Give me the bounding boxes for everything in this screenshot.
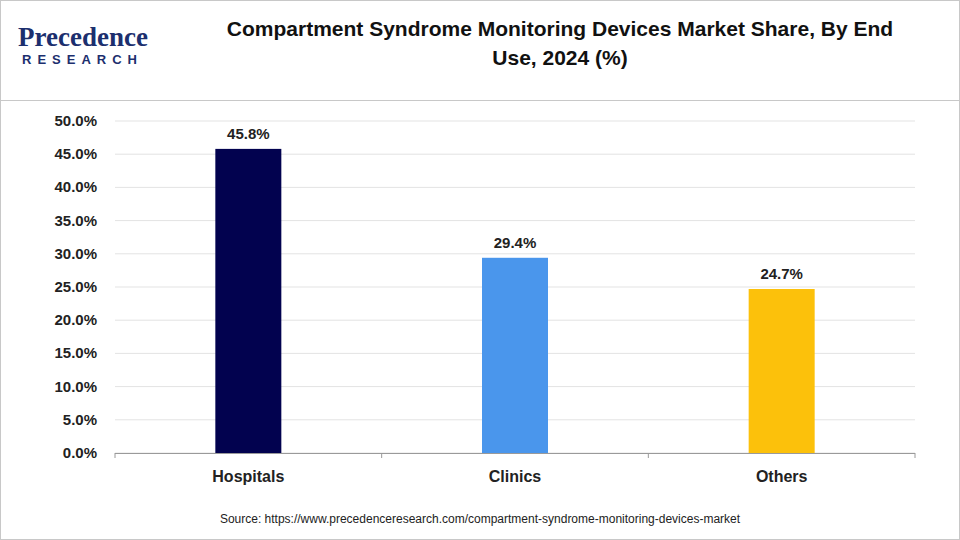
y-tick-label: 0.0%: [63, 444, 97, 461]
title: Compartment Syndrome Monitoring Devices …: [227, 17, 893, 69]
x-axis-tick: [381, 453, 382, 458]
y-tick-label: 30.0%: [54, 245, 97, 262]
logo-text: Precedence: [18, 22, 148, 52]
x-axis-tick: [915, 453, 916, 458]
labels: 45.8% Hospitals 29.4% Clinics 24.7% Others: [212, 125, 807, 485]
y-tick-label: 15.0%: [54, 344, 97, 361]
data-label: 45.8%: [227, 125, 270, 142]
data-label: 24.7%: [760, 265, 803, 282]
logo-subtext: RESEARCH: [22, 52, 143, 67]
bar: [749, 289, 815, 453]
y-tick-label: 25.0%: [54, 278, 97, 295]
x-tick-label: Clinics: [489, 468, 542, 485]
x-tick-label: Hospitals: [212, 468, 284, 485]
grid-line: [115, 121, 915, 122]
frame: [1, 1, 960, 540]
source: Source: https://www.precedenceresearch.c…: [220, 512, 741, 526]
y-tick-label: 20.0%: [54, 311, 97, 328]
y-tick-label: 40.0%: [54, 178, 97, 195]
x-axis-tick: [648, 453, 649, 458]
data-label: 29.4%: [494, 234, 537, 251]
title-line: Use, 2024 (%): [492, 46, 627, 69]
header-separator: [0, 100, 960, 101]
grid: [115, 121, 915, 453]
y-tick-label: 35.0%: [54, 212, 97, 229]
y-tick-label: 50.0%: [54, 112, 97, 129]
x-tick-label: Others: [756, 468, 808, 485]
y-tick-label: 10.0%: [54, 378, 97, 395]
y-tick-label: 45.0%: [54, 145, 97, 162]
x-axis-line: [115, 453, 915, 454]
bars: [215, 149, 814, 453]
bar: [482, 258, 548, 453]
chart: PrecedenceRESEARCH Compartment Syndrome M…: [0, 0, 960, 540]
bar: [215, 149, 281, 453]
x-axis-tick: [115, 453, 116, 458]
y-tick-label: 5.0%: [63, 411, 97, 428]
title-line: Compartment Syndrome Monitoring Devices …: [227, 17, 893, 40]
